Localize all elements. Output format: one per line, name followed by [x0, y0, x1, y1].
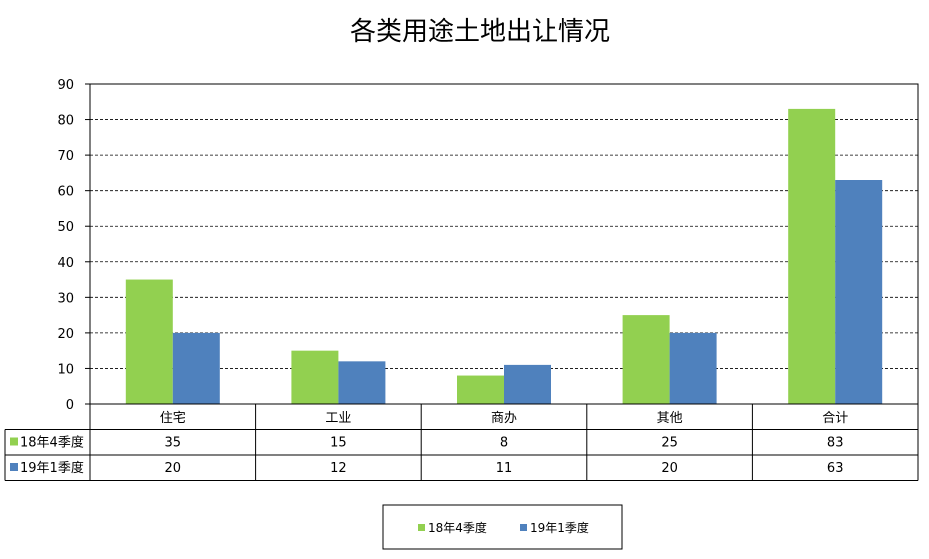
- category-label: 合计: [822, 411, 848, 426]
- plot-frame: [89, 83, 919, 405]
- y-tick-label: 20: [57, 327, 74, 342]
- table-cell: 15: [330, 436, 347, 451]
- category-label: 住宅: [160, 411, 186, 426]
- table-cell: 12: [330, 461, 347, 476]
- bar: [669, 332, 717, 404]
- legend-label: 18年4季度: [428, 520, 487, 535]
- y-tick-label: 0: [66, 398, 74, 413]
- chart-title: 各类用途土地出让情况: [350, 17, 610, 47]
- legend-swatch: [418, 524, 425, 531]
- bar: [457, 375, 504, 404]
- table-series-name: 18年4季度: [20, 435, 84, 451]
- category-label: 其他: [657, 411, 683, 426]
- y-tick-label: 40: [57, 256, 74, 271]
- table-cell: 11: [496, 461, 513, 476]
- axes: 0 10 20 30 40 50 60 70 80 90: [57, 78, 919, 413]
- bar: [835, 180, 883, 404]
- bar: [291, 350, 339, 404]
- category-label: 商办: [491, 411, 517, 426]
- series-key-swatch: [10, 437, 18, 446]
- category-label: 工业: [325, 411, 351, 426]
- y-tick-label: 10: [57, 362, 74, 377]
- series-key-swatch: [10, 463, 18, 471]
- bar: [504, 364, 551, 404]
- bar: [622, 315, 670, 404]
- legend-label: 19年1季度: [530, 520, 589, 535]
- grid: [90, 119, 918, 369]
- y-tick-label: 60: [57, 185, 74, 200]
- y-tick-label: 80: [57, 114, 74, 129]
- table-cell: 20: [165, 461, 182, 476]
- data-table: 住宅 工业 商办 其他 合计 18年4季度 35 15 8 25 83 19年1季度 20 12 11 20 6…: [4, 404, 919, 481]
- bar: [125, 279, 173, 404]
- y-tick-label: 70: [57, 149, 74, 164]
- bar: [788, 108, 836, 404]
- y-tick-label: 50: [57, 220, 74, 235]
- y-tick-label: 30: [57, 291, 74, 306]
- bars: [125, 108, 883, 404]
- table-cell: 8: [500, 436, 508, 451]
- y-tick-label: 90: [57, 78, 74, 93]
- table-cell: 20: [661, 461, 678, 476]
- table-series-name: 19年1季度: [20, 460, 84, 476]
- bar: [172, 332, 220, 404]
- legend: 18年4季度 19年1季度: [382, 504, 623, 550]
- bar: [338, 361, 386, 404]
- table-cell: 83: [827, 436, 844, 451]
- table-cell: 63: [827, 461, 844, 476]
- legend-swatch: [520, 524, 527, 531]
- table-cell: 35: [165, 436, 182, 451]
- table-cell: 25: [661, 436, 678, 451]
